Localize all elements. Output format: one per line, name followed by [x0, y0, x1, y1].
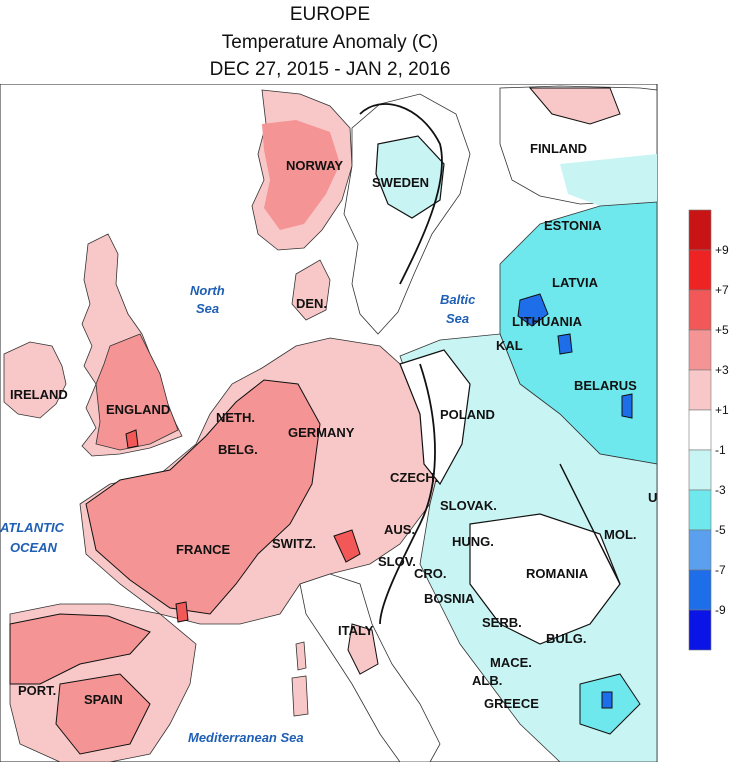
sardinia-land	[291, 675, 309, 717]
label-ireland: IRELAND	[10, 387, 68, 402]
contour-line-central	[379, 363, 436, 625]
legend-tick-label: -7	[715, 563, 726, 577]
map-subtitle: Temperature Anomaly (C)	[221, 32, 439, 53]
legend-tick-label: -3	[715, 483, 726, 497]
legend-swatch	[688, 529, 712, 571]
label-baltic-sea-2: Sea	[446, 311, 469, 326]
label-norway: NORWAY	[286, 158, 343, 173]
legend-swatch	[688, 489, 712, 531]
label-slovakia: SLOVAK.	[440, 498, 497, 513]
map-title: EUROPE	[289, 4, 371, 25]
sweden-cold	[375, 135, 445, 219]
contour-line-sweden	[359, 103, 443, 285]
label-portugal: PORT.	[18, 683, 56, 698]
legend-tick-label: -9	[715, 603, 726, 617]
label-ukraine: U	[648, 490, 657, 505]
iberia-north-warm	[9, 613, 151, 685]
legend-swatch	[688, 209, 712, 251]
legend-colorbar	[688, 209, 712, 651]
england-warm-core	[125, 429, 139, 449]
label-moldova: MOL.	[604, 527, 637, 542]
poland-neutral	[399, 349, 471, 486]
legend-tick-label: -5	[715, 523, 726, 537]
legend-swatch	[688, 449, 712, 491]
legend-tick-label: +9	[715, 243, 729, 257]
label-estonia: ESTONIA	[544, 218, 602, 233]
legend-tick-label: +5	[715, 323, 729, 337]
belarus-cold-core-1	[557, 333, 573, 355]
legend-swatch	[688, 289, 712, 331]
label-belgium: BELG.	[218, 442, 258, 457]
label-bulgaria: BULG.	[546, 631, 586, 646]
spain-south-warm	[55, 673, 151, 755]
legend-swatch	[688, 569, 712, 611]
label-greece: GREECE	[484, 696, 539, 711]
label-atlantic-2: OCEAN	[10, 540, 58, 555]
label-czech: CZECH.	[390, 470, 438, 485]
belarus-cold-core-2	[621, 393, 633, 419]
label-denmark: DEN.	[296, 296, 327, 311]
label-austria: AUS.	[384, 522, 415, 537]
label-lithuania: LITHUANIA	[512, 314, 583, 329]
label-poland: POLAND	[440, 407, 495, 422]
legend-swatch	[688, 609, 712, 651]
legend-swatch	[688, 369, 712, 411]
legend-tick-label: +7	[715, 283, 729, 297]
legend-swatch	[688, 249, 712, 291]
label-croatia: CRO.	[414, 566, 447, 581]
map-date-range: DEC 27, 2015 - JAN 2, 2016	[209, 59, 451, 80]
label-albania: ALB.	[472, 673, 502, 688]
label-serbia: SERB.	[482, 615, 522, 630]
lithuania-cold-core	[517, 293, 549, 327]
legend-tick-label: +1	[715, 403, 729, 417]
legend-ticks: +9 +7 +5 +3 +1 -1 -3 -5 -7 -9	[715, 243, 729, 617]
finland-cold	[560, 154, 657, 206]
finland-warm	[528, 87, 621, 125]
legend-tick-label: -1	[715, 443, 726, 457]
label-switzerland: SWITZ.	[272, 536, 316, 551]
label-north-sea-1: North	[190, 283, 225, 298]
alps-warm-core	[333, 529, 361, 563]
label-france: FRANCE	[176, 542, 230, 557]
label-slovenia: SLOV.	[378, 554, 416, 569]
france-warm-core	[175, 601, 189, 623]
denmark-land	[291, 259, 331, 321]
anomaly-map: NORWAY SWEDEN FINLAND ESTONIA LATVIA LIT…	[0, 84, 729, 762]
legend-swatch	[688, 409, 712, 451]
label-germany: GERMANY	[288, 425, 355, 440]
contour-line-east	[559, 463, 621, 585]
france-germany-warm	[85, 379, 321, 615]
label-sweden: SWEDEN	[372, 175, 429, 190]
label-netherlands: NETH.	[216, 410, 255, 425]
label-macedonia: MACE.	[490, 655, 532, 670]
legend-swatch	[688, 329, 712, 371]
label-hungary: HUNG.	[452, 534, 494, 549]
italy-warm	[347, 623, 379, 675]
label-kal: KAL	[496, 338, 523, 353]
greece-cold-core	[601, 691, 613, 709]
label-baltic-sea-1: Baltic	[440, 292, 476, 307]
label-bosnia: BOSNIA	[424, 591, 475, 606]
corsica-land	[295, 641, 307, 671]
label-england: ENGLAND	[106, 402, 170, 417]
label-latvia: LATVIA	[552, 275, 599, 290]
ireland-land	[3, 341, 67, 419]
balkans-neutral	[469, 513, 621, 645]
norway-warm	[262, 120, 340, 230]
label-italy: ITALY	[338, 623, 374, 638]
legend-tick-label: +3	[715, 363, 729, 377]
label-north-sea-2: Sea	[196, 301, 219, 316]
label-spain: SPAIN	[84, 692, 123, 707]
label-atlantic-1: ATLANTIC	[0, 520, 65, 535]
label-romania: ROMANIA	[526, 566, 589, 581]
label-mediterranean: Mediterranean Sea	[188, 730, 304, 745]
label-belarus: BELARUS	[574, 378, 637, 393]
label-finland: FINLAND	[530, 141, 587, 156]
